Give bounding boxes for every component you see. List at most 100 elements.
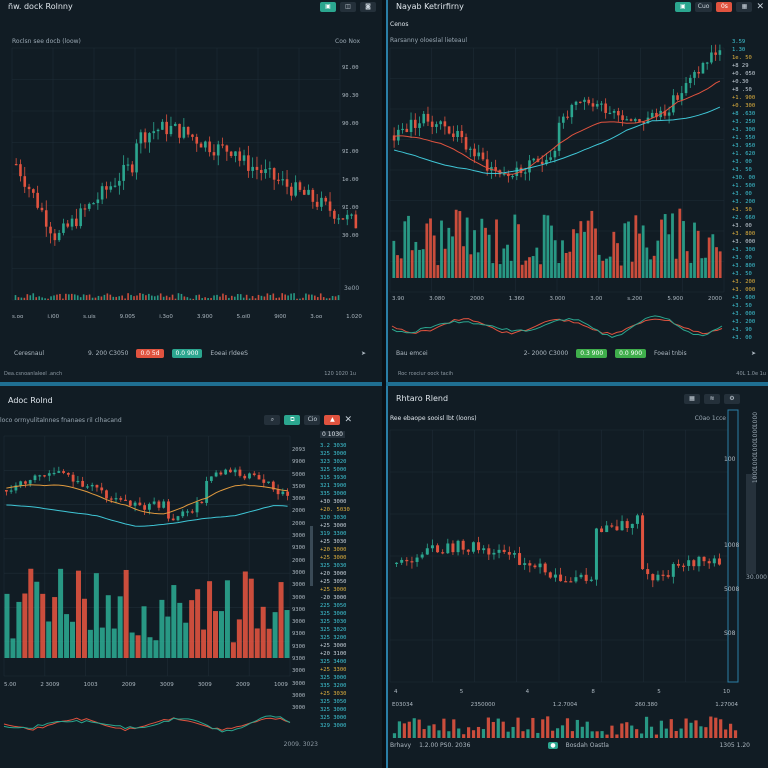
price-level[interactable]: +3. 600: [732, 295, 756, 301]
price-level[interactable]: +3. 800: [732, 263, 756, 269]
settings-icon[interactable]: ▣: [674, 2, 691, 12]
price-level[interactable]: +25 3030: [320, 691, 347, 697]
price-level[interactable]: 325 3020: [320, 627, 347, 633]
price-level[interactable]: +20 3100: [320, 651, 347, 657]
buy-button[interactable]: 0.3 900: [576, 349, 608, 358]
candlestick-chart[interactable]: [388, 386, 768, 768]
price-level[interactable]: 329 3000: [320, 723, 347, 729]
price-level[interactable]: 325 3000: [320, 707, 347, 713]
price-level[interactable]: 325 3030: [320, 563, 347, 569]
price-level[interactable]: +3. 00: [732, 335, 752, 341]
copy-icon[interactable]: ⧉: [284, 415, 301, 425]
price-level[interactable]: +3. 200: [732, 279, 756, 285]
price-level[interactable]: +0.30: [732, 79, 749, 85]
price-level[interactable]: 3.2 3030: [320, 443, 347, 449]
price-level[interactable]: +30. 00: [732, 175, 756, 181]
price-level[interactable]: +3. 50: [732, 207, 752, 213]
price-level[interactable]: +3. 00: [732, 159, 752, 165]
price-level[interactable]: 325 3200: [320, 635, 347, 641]
price-level[interactable]: +3. 200: [732, 319, 756, 325]
price-level[interactable]: +3. 000: [732, 287, 756, 293]
send-icon[interactable]: ➤: [750, 350, 756, 357]
price-level[interactable]: 325 3000: [320, 611, 347, 617]
price-level[interactable]: 319 3300: [320, 531, 347, 537]
price-level[interactable]: +1. 900: [732, 95, 756, 101]
candlestick-chart[interactable]: [0, 386, 382, 768]
price-level[interactable]: +3. 800: [732, 231, 756, 237]
search-icon[interactable]: ⌕: [264, 415, 281, 425]
price-level[interactable]: +3. 00: [732, 191, 752, 197]
alert-button[interactable]: 0s: [716, 2, 733, 12]
price-level[interactable]: 225 3050: [320, 603, 347, 609]
buy-market-button[interactable]: 0.0 900: [615, 349, 647, 358]
price-level[interactable]: +3. 00: [732, 255, 752, 261]
sell-button[interactable]: 0.0 5d: [136, 349, 164, 358]
price-level[interactable]: +1. 620: [732, 151, 756, 157]
price-level[interactable]: +3. 250: [732, 119, 756, 125]
price-level[interactable]: +3. 300: [732, 127, 756, 133]
close-icon[interactable]: ✕: [344, 415, 352, 425]
price-level[interactable]: +3. 950: [732, 143, 756, 149]
price-level[interactable]: 325 3000: [320, 715, 347, 721]
price-level[interactable]: +25 3000: [320, 587, 347, 593]
settings-icon[interactable]: ⚙: [724, 394, 740, 404]
price-level[interactable]: -20 3000: [320, 595, 347, 601]
price-level[interactable]: 325 3030: [320, 619, 347, 625]
layout-icon[interactable]: ◫: [340, 2, 356, 12]
price-level[interactable]: 3.59: [732, 39, 746, 45]
alert-icon[interactable]: ▲: [324, 415, 341, 425]
price-level[interactable]: +3. 00: [732, 223, 752, 229]
price-level[interactable]: +20 3000: [320, 547, 347, 553]
price-level[interactable]: +3. 200: [732, 199, 756, 205]
price-level[interactable]: 320 3030: [320, 515, 347, 521]
price-level[interactable]: +1. 500: [732, 183, 756, 189]
price-level[interactable]: 335 3000: [320, 491, 347, 497]
price-level[interactable]: +3. 50: [732, 167, 752, 173]
price-level[interactable]: 325 5000: [320, 467, 347, 473]
candlestick-chart[interactable]: [0, 0, 382, 382]
close-icon[interactable]: ✕: [756, 2, 764, 12]
price-level[interactable]: +3. 300: [732, 247, 756, 253]
price-level[interactable]: +3. 90: [732, 327, 752, 333]
camera-icon[interactable]: ◙: [360, 2, 376, 12]
price-level[interactable]: +25 3050: [320, 579, 347, 585]
candlestick-chart[interactable]: [388, 0, 768, 382]
price-level[interactable]: +25 3030: [320, 539, 347, 545]
price-level[interactable]: 325 3000: [320, 451, 347, 457]
price-level[interactable]: +25 3000: [320, 643, 347, 649]
tool-text-button[interactable]: Cuo: [694, 2, 713, 12]
price-level[interactable]: +0. 050: [732, 71, 756, 77]
layout-icon[interactable]: ▦: [684, 394, 700, 404]
price-level[interactable]: +3. 000: [732, 311, 756, 317]
price-level[interactable]: +30 3000: [320, 499, 347, 505]
price-level[interactable]: 323 3020: [320, 459, 347, 465]
price-level[interactable]: +3. 50: [732, 271, 752, 277]
price-level[interactable]: +20 3000: [320, 571, 347, 577]
price-level[interactable]: +0. 300: [732, 103, 756, 109]
price-level[interactable]: +2. 660: [732, 215, 756, 221]
price-level[interactable]: +25 3300: [320, 667, 347, 673]
price-level[interactable]: +8 .50: [732, 87, 752, 93]
price-level[interactable]: +8 .630: [732, 111, 756, 117]
price-level[interactable]: 1.30: [732, 47, 746, 53]
price-level[interactable]: +1. 550: [732, 135, 756, 141]
price-level[interactable]: 335 3200: [320, 683, 347, 689]
price-level[interactable]: +3. 000: [732, 239, 756, 245]
price-level[interactable]: +8 29: [732, 63, 749, 69]
grid-icon[interactable]: ▦: [736, 2, 753, 12]
price-level[interactable]: 325 3400: [320, 659, 347, 665]
price-level[interactable]: 315 3930: [320, 475, 347, 481]
price-level[interactable]: 325 3050: [320, 699, 347, 705]
buy-button[interactable]: 0.0 900: [171, 349, 203, 358]
chart-type-icon[interactable]: ≋: [704, 394, 720, 404]
price-level[interactable]: +25 3000: [320, 523, 347, 529]
tool-text-button[interactable]: Cio: [304, 415, 321, 425]
price-level[interactable]: 325 3000: [320, 675, 347, 681]
price-level[interactable]: 321 3900: [320, 483, 347, 489]
price-level[interactable]: 1e. 50: [732, 55, 752, 61]
price-level[interactable]: +3. 50: [732, 303, 752, 309]
send-icon[interactable]: ➤: [360, 350, 366, 357]
price-level[interactable]: +25 3000: [320, 555, 347, 561]
settings-icon[interactable]: ▣: [320, 2, 336, 12]
price-level[interactable]: +20. 5030: [320, 507, 350, 513]
